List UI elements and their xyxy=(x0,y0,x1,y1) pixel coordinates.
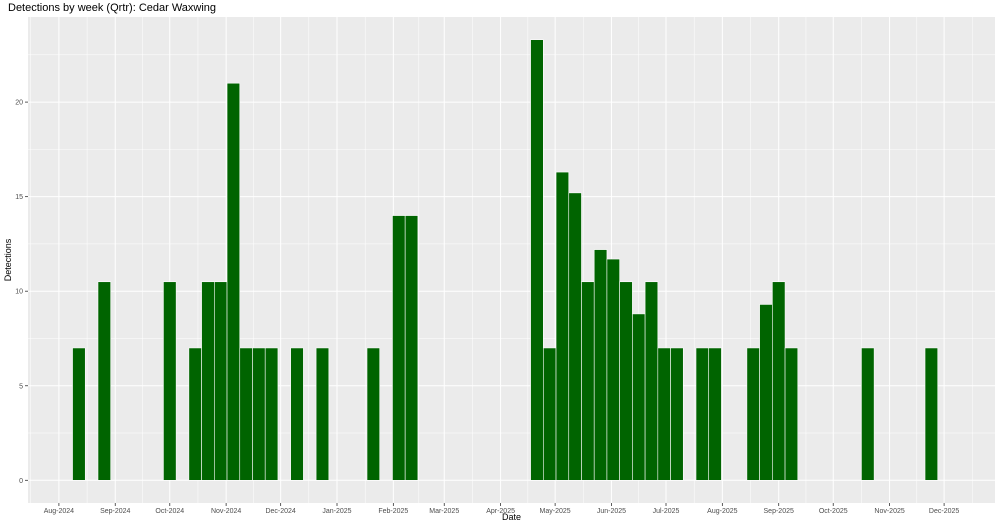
x-tick-label: Apr-2025 xyxy=(486,508,515,515)
bar xyxy=(784,347,799,481)
bar xyxy=(606,258,620,481)
y-tick-label: 5 xyxy=(19,383,23,390)
chart-title: Detections by week (Qrtr): Cedar Waxwing xyxy=(8,2,217,14)
x-tick-label: Jan-2025 xyxy=(322,508,351,515)
x-tick-label: Feb-2025 xyxy=(378,508,408,515)
bar xyxy=(632,313,646,481)
bar xyxy=(163,281,177,481)
bar xyxy=(201,281,215,481)
x-axis-title: Date xyxy=(502,512,521,522)
x-tick-label: Nov-2024 xyxy=(211,508,241,515)
bar xyxy=(644,281,659,481)
y-tick-label: 0 xyxy=(19,478,23,485)
x-tick-label: Aug-2024 xyxy=(44,508,74,515)
bar xyxy=(315,347,330,481)
x-tick-label: Mar-2025 xyxy=(429,508,459,515)
bar xyxy=(759,304,773,481)
bar xyxy=(581,281,595,481)
bar xyxy=(404,215,419,481)
bar xyxy=(708,347,722,481)
y-tick-label: 15 xyxy=(15,194,23,201)
x-tick-label: May-2025 xyxy=(540,508,571,515)
x-tick-label: Sep-2025 xyxy=(764,508,794,515)
bar xyxy=(239,347,253,481)
bar xyxy=(214,281,228,481)
y-axis-title: Detections xyxy=(3,238,13,281)
bar xyxy=(568,192,582,481)
x-tick-label: Dec-2025 xyxy=(929,508,959,515)
y-tick-label: 20 xyxy=(15,100,23,107)
x-tick-label: Nov-2025 xyxy=(874,508,904,515)
bar xyxy=(670,347,684,481)
bar xyxy=(746,347,760,481)
bar xyxy=(657,347,671,481)
bar xyxy=(619,281,633,481)
x-tick-label: Oct-2024 xyxy=(155,508,184,515)
bar xyxy=(72,347,86,481)
bar xyxy=(772,281,786,481)
bar xyxy=(264,347,279,481)
x-tick-label: Jun-2025 xyxy=(597,508,626,515)
x-tick-label: Oct-2025 xyxy=(819,508,848,515)
x-tick-label: Jul-2025 xyxy=(653,508,680,515)
bar xyxy=(861,347,875,481)
bar xyxy=(97,281,112,481)
bar xyxy=(392,215,406,481)
y-tick-label: 10 xyxy=(15,289,23,296)
bar xyxy=(593,249,608,481)
bar xyxy=(530,39,544,481)
bar xyxy=(252,347,266,481)
bar xyxy=(924,347,939,481)
x-tick-label: Dec-2024 xyxy=(265,508,295,515)
bar xyxy=(188,347,202,481)
bar xyxy=(543,347,557,481)
bar xyxy=(290,347,304,481)
bar xyxy=(555,171,570,481)
bar xyxy=(366,347,381,481)
x-tick-label: Aug-2025 xyxy=(707,508,737,515)
bar xyxy=(695,347,710,481)
bar xyxy=(226,82,241,481)
x-tick-label: Sep-2024 xyxy=(100,508,130,515)
